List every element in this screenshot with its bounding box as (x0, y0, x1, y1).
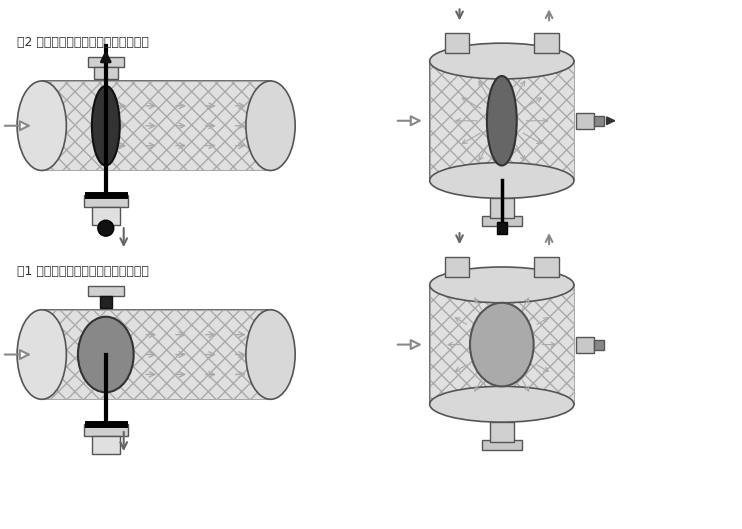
Ellipse shape (17, 81, 66, 170)
Bar (88, 57, 124, 67)
Bar (42, 310, 271, 399)
Bar (93, 67, 118, 79)
Bar (430, 61, 574, 180)
Bar (497, 222, 507, 234)
Ellipse shape (92, 86, 119, 166)
Bar (430, 285, 574, 404)
Bar (42, 81, 271, 170)
Ellipse shape (246, 310, 295, 399)
Ellipse shape (430, 386, 574, 422)
Text: 图2 反洗排污状态（水流导向阀关闭）: 图2 反洗排污状态（水流导向阀关闭） (17, 36, 148, 49)
Bar (430, 285, 574, 404)
Bar (42, 310, 271, 399)
Bar (482, 440, 522, 450)
Ellipse shape (246, 81, 295, 170)
Bar (84, 195, 128, 207)
Ellipse shape (487, 76, 516, 166)
Bar (100, 296, 112, 308)
Bar (534, 257, 559, 277)
Bar (444, 33, 470, 53)
Bar (594, 340, 604, 350)
Text: 图1 正常过滤状态（水流导向阀开启）: 图1 正常过滤状态（水流导向阀开启） (17, 265, 148, 278)
Ellipse shape (430, 162, 574, 198)
Ellipse shape (430, 267, 574, 303)
Circle shape (98, 220, 114, 236)
Ellipse shape (78, 317, 134, 393)
Bar (430, 61, 574, 180)
Ellipse shape (430, 43, 574, 79)
Bar (444, 257, 470, 277)
Bar (490, 198, 513, 218)
Bar (534, 33, 559, 53)
Bar (576, 113, 594, 129)
Bar (490, 422, 513, 442)
Bar (594, 116, 604, 126)
Bar (576, 336, 594, 352)
Bar (92, 207, 119, 225)
Bar (84, 424, 128, 436)
Bar (482, 216, 522, 226)
Ellipse shape (17, 310, 66, 399)
Bar (88, 286, 124, 296)
Bar (42, 81, 271, 170)
Ellipse shape (470, 303, 533, 386)
Bar (92, 436, 119, 454)
